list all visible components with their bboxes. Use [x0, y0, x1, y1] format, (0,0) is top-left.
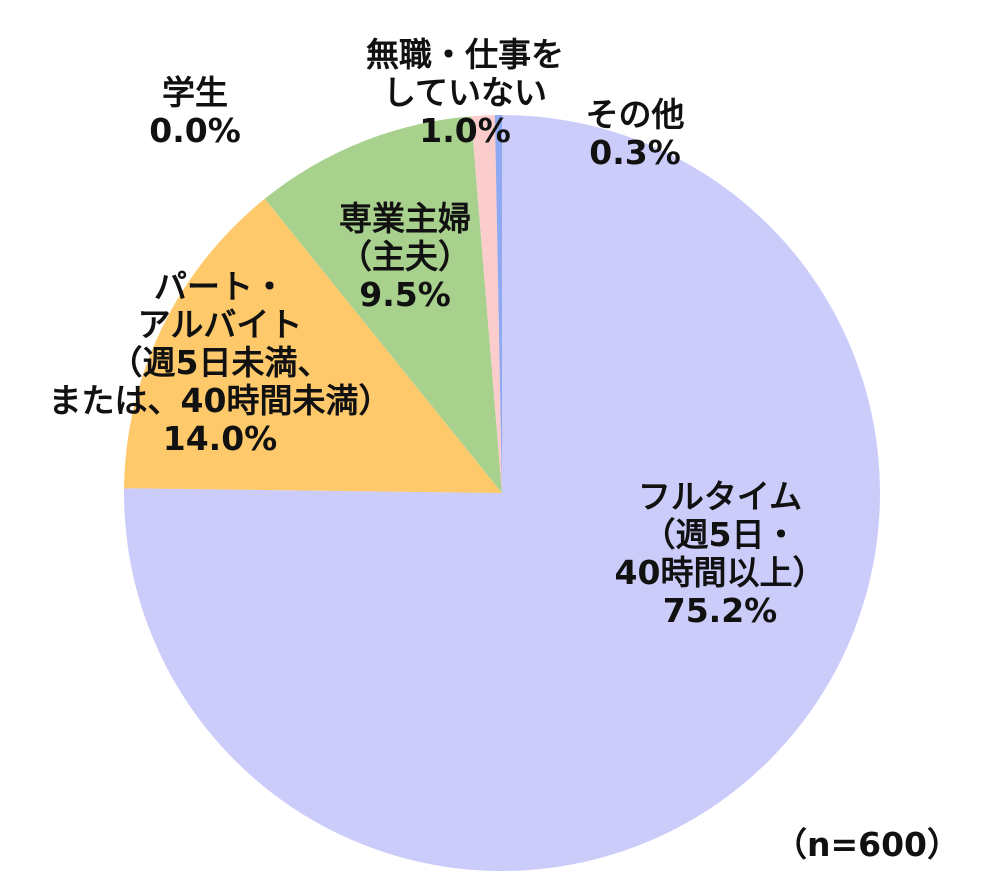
- label-other: その他 0.3%: [565, 96, 705, 172]
- slice-parttime: [124, 198, 502, 493]
- label-parttime-line-4: または、40時間未満）: [48, 381, 392, 420]
- label-fulltime-line-2: （週5日・: [642, 515, 798, 554]
- label-parttime-line-3: （週5日未満、: [109, 343, 331, 382]
- label-fulltime-line-1: フルタイム: [637, 477, 803, 516]
- label-homemaker-line-2: （主夫）: [339, 237, 471, 276]
- label-homemaker-value: 9.5%: [359, 275, 451, 314]
- label-student-line-1: 学生: [162, 73, 228, 112]
- label-parttime-line-2: アルバイト: [137, 305, 303, 344]
- label-parttime: パート・ アルバイト （週5日未満、 または、40時間未満） 14.0%: [30, 268, 410, 458]
- sample-size-note: （n=600）: [773, 825, 960, 864]
- label-student-value: 0.0%: [149, 111, 241, 150]
- label-other-value: 0.3%: [589, 133, 681, 172]
- label-unemployed: 無職・仕事を していない 1.0%: [345, 36, 585, 150]
- slice-unemployed: [471, 115, 502, 494]
- slice-other: [494, 115, 502, 493]
- label-fulltime-value: 75.2%: [662, 591, 778, 630]
- label-homemaker: 専業主婦 （主夫） 9.5%: [320, 200, 490, 314]
- label-other-line-1: その他: [585, 95, 685, 134]
- label-student: 学生 0.0%: [120, 74, 270, 150]
- label-unemployed-value: 1.0%: [419, 111, 511, 150]
- label-parttime-value: 14.0%: [162, 419, 278, 458]
- label-homemaker-line-1: 専業主婦: [339, 199, 471, 238]
- label-unemployed-line-1: 無職・仕事を: [366, 35, 564, 74]
- slice-fulltime: [123, 115, 880, 872]
- label-unemployed-line-2: していない: [382, 73, 547, 112]
- label-parttime-line-1: パート・: [154, 267, 286, 306]
- label-fulltime-line-3: 40時間以上）: [614, 553, 826, 592]
- slice-homemaker: [264, 116, 502, 493]
- label-fulltime: フルタイム （週5日・ 40時間以上） 75.2%: [600, 478, 840, 630]
